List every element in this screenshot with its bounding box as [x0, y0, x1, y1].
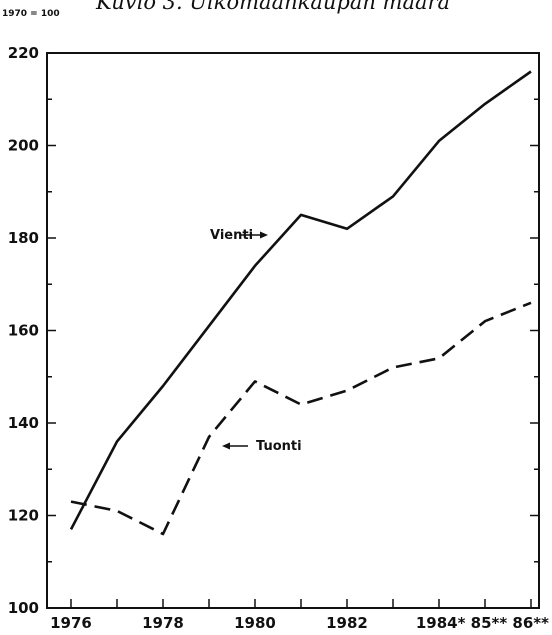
y-tick-label: 140: [8, 414, 39, 432]
chart-title: Kuvio 3. Ulkomaankaupan määrä: [95, 0, 450, 14]
series-line-tuonti: [70, 301, 532, 536]
y-tick-label: 220: [8, 44, 39, 62]
x-tick-label: 1980: [234, 614, 276, 632]
y-tick-label: 160: [8, 322, 39, 340]
annotation-vienti-arrow-icon: [241, 231, 268, 239]
annotation-tuonti-arrow-icon: [222, 442, 248, 450]
index-base-label: 1970 = 100: [2, 9, 60, 19]
x-tick-label: 1982: [326, 614, 368, 632]
series-layer: [69, 70, 532, 536]
y-tick-label: 180: [8, 229, 39, 247]
y-tick-label: 200: [8, 137, 39, 155]
annotation-tuonti-label: Tuonti: [256, 439, 302, 454]
x-tick-label: 1978: [142, 614, 184, 632]
x-tick-label: 1984* 85** 86**: [416, 614, 549, 632]
annotation-layer: Vienti Tuonti: [210, 228, 302, 454]
x-tick-label: 1976: [50, 614, 92, 632]
y-axis: 100 120 140 160 180 200 220: [8, 44, 539, 617]
y-tick-label: 120: [8, 507, 39, 525]
annotation-vienti-label: Vienti: [210, 228, 253, 243]
y-tick-label: 100: [8, 599, 39, 617]
x-axis: 1976 1978 1980 1982 1984* 85** 86**: [50, 599, 549, 632]
plot-frame: [46, 52, 540, 609]
series-line-vienti: [69, 70, 532, 531]
